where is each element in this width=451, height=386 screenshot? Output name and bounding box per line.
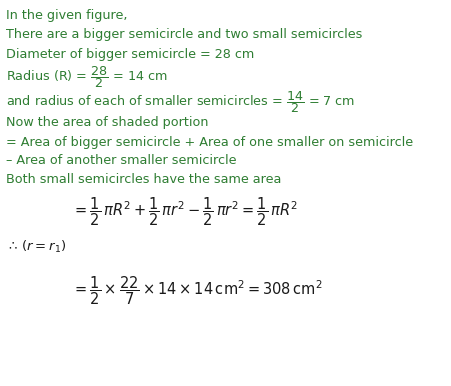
Text: $\therefore\,(r = r_1)$: $\therefore\,(r = r_1)$	[6, 239, 66, 255]
Text: There are a bigger semicircle and two small semicircles: There are a bigger semicircle and two sm…	[6, 28, 361, 41]
Text: $= \dfrac{1}{2} \times \dfrac{22}{7} \times 14 \times 14\,\mathrm{cm}^2 = 308\,\: $= \dfrac{1}{2} \times \dfrac{22}{7} \ti…	[72, 274, 322, 306]
Text: Diameter of bigger semicircle = 28 cm: Diameter of bigger semicircle = 28 cm	[6, 48, 253, 61]
Text: Both small semicircles have the same area: Both small semicircles have the same are…	[6, 173, 281, 186]
Text: In the given figure,: In the given figure,	[6, 9, 127, 22]
Text: Radius (R) = $\dfrac{28}{2}$ = 14 cm: Radius (R) = $\dfrac{28}{2}$ = 14 cm	[6, 64, 167, 90]
Text: $= \dfrac{1}{2}\,\pi R^2 + \dfrac{1}{2}\,\pi r^2 - \dfrac{1}{2}\,\pi r^2 = \dfra: $= \dfrac{1}{2}\,\pi R^2 + \dfrac{1}{2}\…	[72, 195, 297, 228]
Text: and radius of each of smaller semicircles = $\dfrac{14}{2}$ = 7 cm: and radius of each of smaller semicircle…	[6, 89, 354, 115]
Text: – Area of another smaller semicircle: – Area of another smaller semicircle	[6, 154, 236, 167]
Text: = Area of bigger semicircle + Area of one smaller on semicircle: = Area of bigger semicircle + Area of on…	[6, 135, 412, 149]
Text: Now the area of shaded portion: Now the area of shaded portion	[6, 116, 208, 129]
